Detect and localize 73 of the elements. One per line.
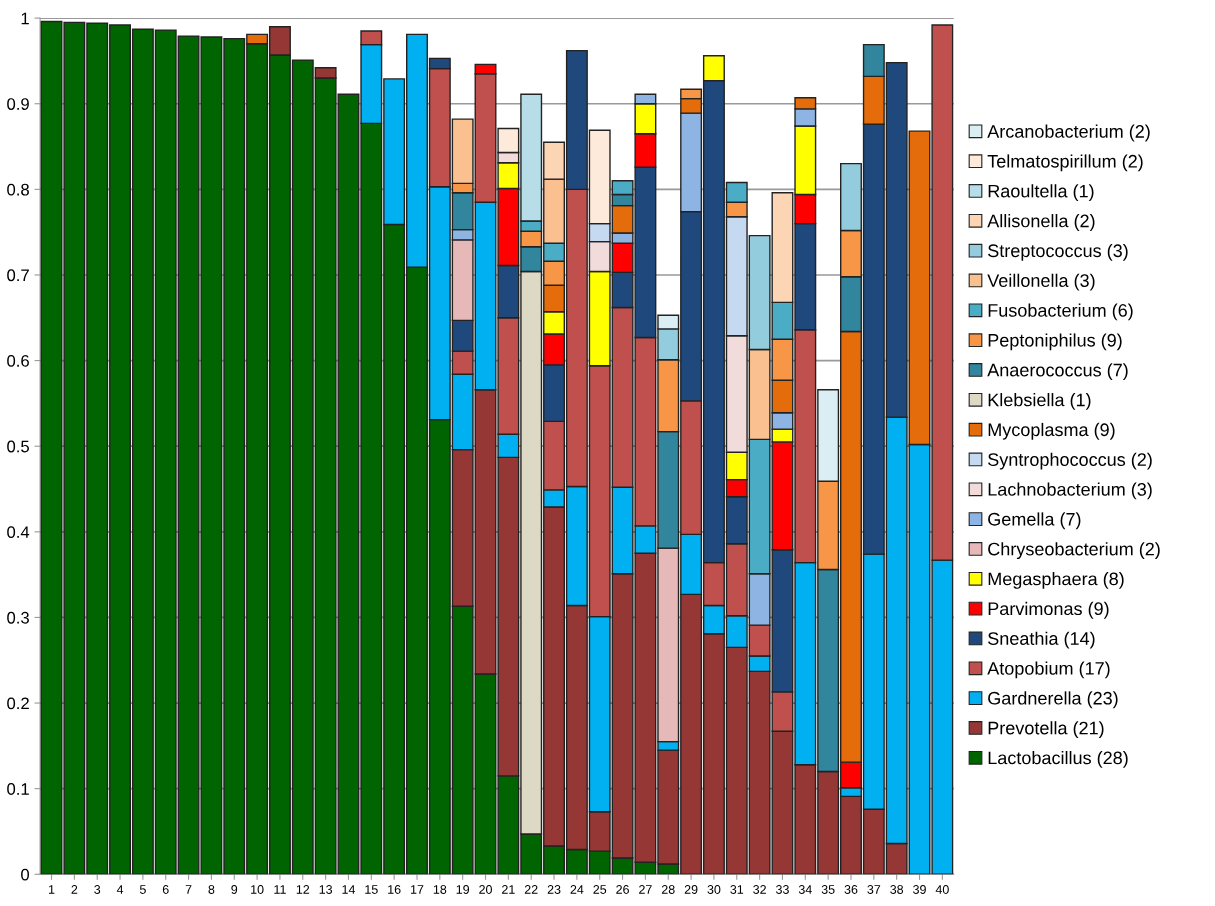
legend-label: Allisonella (2): [987, 214, 1095, 231]
x-tick-label: 6: [162, 885, 169, 894]
x-tick-label: 14: [342, 885, 356, 894]
y-tick-label: 0.5: [7, 440, 29, 453]
x-tick-label: 22: [524, 885, 538, 894]
legend-label: Atopobium (17): [987, 661, 1110, 679]
y-tick-label: 1: [21, 12, 29, 25]
legend-label: Prevotella (21): [988, 721, 1104, 739]
legend-label: Raoultella (1): [988, 184, 1094, 202]
y-tick-label: 0.6: [7, 354, 29, 367]
x-tick-label: 15: [365, 885, 378, 894]
y-tick-label: 0.8: [7, 183, 29, 196]
y-tick-label: 0.3: [7, 611, 29, 624]
legend-label: Mycoplasma (9): [988, 422, 1115, 440]
legend-label: Parvimonas (9): [988, 601, 1109, 619]
x-tick-label: 8: [208, 885, 215, 894]
x-tick-label: 26: [616, 885, 629, 894]
legend-label: Peptoniphilus (9): [988, 333, 1122, 351]
y-tick-label: 0.2: [7, 697, 29, 710]
legend-label: Megasphaera (8): [988, 572, 1124, 589]
legend-label: Gardnerella (23): [988, 691, 1118, 709]
x-tick-label: 35: [821, 885, 835, 894]
legend-label: Veillonella (3): [987, 273, 1095, 291]
x-tick-label: 24: [570, 885, 584, 894]
legend-label: Fusobacterium (6): [988, 303, 1133, 321]
x-tick-label: 37: [867, 885, 881, 894]
x-tick-label: 21: [502, 885, 515, 894]
legend-label: Anaerococcus (7): [987, 363, 1128, 381]
legend-label: Syntrophococcus (2): [988, 452, 1152, 470]
x-tick-label: 32: [753, 885, 766, 894]
x-tick-label: 12: [296, 885, 310, 894]
x-tick-label: 3: [94, 885, 101, 894]
x-tick-label: 13: [319, 885, 333, 894]
x-tick-label: 27: [639, 885, 652, 894]
y-tick-label: 0.1: [7, 783, 29, 795]
x-tick-label: 4: [116, 885, 124, 894]
x-tick-label: 29: [684, 885, 698, 894]
legend-label: Sneathia (14): [988, 631, 1095, 649]
x-tick-label: 23: [547, 885, 561, 894]
x-tick-label: 11: [274, 885, 286, 894]
x-tick-label: 1: [48, 885, 55, 894]
legend-label: Lachnobacterium (3): [988, 482, 1152, 500]
x-tick-label: 34: [798, 885, 812, 894]
x-tick-label: 19: [456, 885, 470, 894]
x-tick-label: 17: [410, 885, 424, 894]
legend-label: Chryseobacterium (2): [988, 542, 1160, 560]
x-tick-label: 18: [433, 885, 447, 894]
legend-label: Telmatospirillum (2): [987, 154, 1143, 172]
legend-label: Streptococcus (3): [988, 243, 1128, 261]
x-tick-label: 30: [707, 885, 721, 894]
x-tick-label: 38: [890, 885, 904, 894]
legend-label: Lactobacillus (28): [988, 751, 1128, 768]
x-tick-label: 20: [479, 885, 492, 894]
y-tick-label: 0.7: [7, 269, 29, 282]
y-tick-label: 0.4: [7, 526, 30, 539]
x-tick-label: 25: [593, 885, 607, 894]
x-tick-label: 5: [139, 885, 146, 894]
legend-label: Gemella (7): [988, 512, 1081, 530]
x-tick-label: 31: [730, 885, 744, 894]
x-tick-label: 9: [231, 885, 238, 894]
y-tick-label: 0.9: [7, 98, 29, 110]
x-tick-label: 33: [775, 885, 789, 894]
x-tick-label: 16: [388, 885, 401, 894]
legend-label: Klebsiella (1): [988, 393, 1091, 410]
x-tick-label: 39: [913, 885, 926, 894]
x-tick-label: 7: [185, 885, 192, 894]
legend-label: Arcanobacterium (2): [987, 124, 1150, 142]
y-tick-label: 0: [21, 868, 30, 881]
x-tick-label: 36: [844, 885, 858, 894]
x-tick-label: 10: [251, 885, 264, 894]
x-tick-label: 40: [935, 885, 949, 894]
x-tick-label: 28: [661, 885, 675, 894]
x-tick-label: 2: [71, 885, 78, 894]
